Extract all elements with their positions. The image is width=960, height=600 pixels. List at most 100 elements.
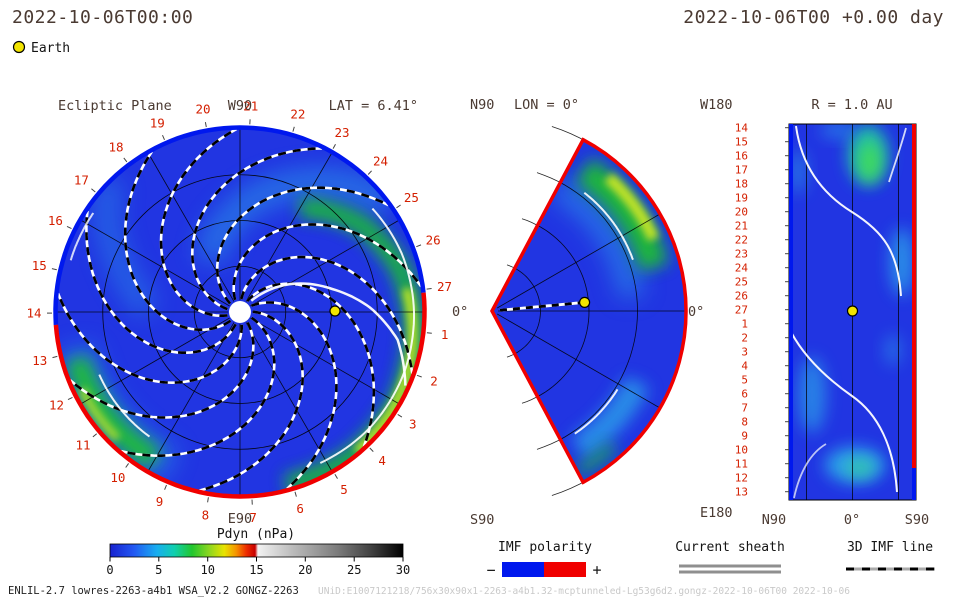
current-sheet-lines [69, 207, 415, 464]
x-axis-n90-label: N90 [762, 512, 786, 528]
date-tick [52, 355, 58, 359]
day-row-label: 15 [735, 136, 748, 149]
day-row-label: 20 [735, 206, 748, 219]
current-sheet-line [69, 212, 95, 261]
day-row-label: 22 [735, 234, 748, 247]
day-row-label: 26 [735, 290, 748, 303]
colorbar-tick-label: 25 [347, 563, 361, 577]
date-tick [294, 491, 297, 497]
imf-line-3d [246, 282, 376, 448]
x-axis-zero-label: 0° [844, 512, 860, 528]
earth-legend-label: Earth [31, 41, 70, 56]
day-row-label: 8 [741, 416, 748, 429]
imf-line-3d [216, 186, 390, 305]
e180-label: E180 [700, 505, 733, 521]
colorbar-group: Pdyn (nPa) 0 5 10 15 20 25 30 [106, 527, 410, 577]
day-row-label: 25 [735, 276, 748, 289]
date-ring-label: 26 [426, 233, 441, 248]
imf-negative-swatch [502, 562, 544, 577]
radial-map-boundary [788, 123, 917, 501]
date-ring-label: 9 [156, 494, 164, 509]
day-row-label: 19 [735, 192, 748, 205]
imf-line-3d [85, 210, 237, 354]
colorbar-ticks: 0 5 10 15 20 25 30 [106, 557, 410, 577]
date-ring-label: 24 [373, 154, 388, 169]
date-tick [334, 474, 338, 479]
date-ring-label: 12 [49, 398, 64, 413]
earth-legend-marker [12, 40, 26, 54]
day-row-label: 1 [741, 318, 748, 331]
imf-polarity-legend: IMF polarity − + [486, 540, 601, 579]
grid-radial [245, 322, 332, 471]
lat-label: LAT = 6.41° [329, 98, 418, 114]
pressure-patch [789, 150, 807, 194]
w90-label: W90 [228, 98, 252, 114]
day-row-label: 23 [735, 248, 748, 261]
ecliptic-title: Ecliptic Plane [58, 98, 172, 114]
date-ring-label: 25 [404, 190, 419, 205]
date-tick [416, 374, 422, 378]
imf-negative-sign: − [486, 561, 495, 579]
boundary-imf-positive [490, 137, 688, 485]
cir-band [65, 355, 162, 470]
current-sheet-line [793, 443, 827, 499]
pressure-patch [846, 459, 874, 477]
day-row-label: 10 [735, 444, 748, 457]
colorbar-tick-label: 15 [249, 563, 263, 577]
date-tick [332, 144, 336, 149]
meridional-title: LON = 0° [514, 97, 579, 113]
datetime-forecast: 2022-10-06T00 +0.00 day [683, 7, 944, 28]
sun-earth-line [499, 301, 580, 312]
grid-radial [148, 322, 235, 471]
grid-radial [497, 313, 661, 409]
day-row-label: 14 [735, 122, 749, 135]
imf-line-3d [199, 310, 305, 492]
imf-line-3d [190, 147, 323, 311]
day-row-label: 4 [741, 360, 748, 373]
date-ring-label: 11 [75, 438, 90, 453]
date-tick [66, 225, 72, 230]
date-tick [369, 447, 374, 452]
date-tick [92, 433, 98, 438]
grid-radial [497, 213, 661, 309]
day-row-label: 11 [735, 458, 748, 471]
colorbar-tick-label: 5 [155, 563, 162, 577]
day-row-label: 27 [735, 304, 748, 317]
pressure-patch [820, 124, 856, 138]
imf-line-3d [232, 223, 423, 301]
current-sheet-line [795, 125, 902, 297]
date-tick [91, 188, 96, 193]
cir-band [574, 441, 618, 478]
date-ring-label: 19 [150, 116, 165, 131]
cir-core [604, 172, 660, 242]
date-ring-label: 15 [32, 258, 47, 273]
boundary-imf-negative [53, 125, 426, 325]
current-sheet-line [888, 127, 907, 183]
meridional-overlays [499, 192, 634, 435]
stream-band [551, 176, 644, 298]
pressure-patch [884, 334, 902, 366]
x-axis-s90-label: S90 [905, 512, 929, 528]
colorbar-title: Pdyn (nPa) [217, 527, 295, 542]
day-row-label: 2 [741, 332, 748, 345]
date-ring-label: 5 [340, 482, 348, 497]
date-tick [51, 268, 57, 271]
radial-map-current-sheet [790, 125, 907, 499]
date-tick [396, 204, 401, 209]
datetime-current: 2022-10-06T00:00 [12, 7, 193, 28]
colorbar-tick-label: 0 [106, 563, 113, 577]
imf-positive-swatch [544, 562, 586, 577]
model-version-text: ENLIL-2.7 lowres-2263-a4b1 WSA_V2.2 GONG… [8, 585, 299, 597]
pressure-patch [798, 357, 826, 433]
n90-label: N90 [470, 97, 494, 113]
imf-line-3d [120, 316, 276, 458]
date-ring-label: 22 [290, 107, 305, 122]
date-tick [162, 135, 165, 140]
imf-positive-sign: + [592, 561, 601, 579]
day-row-axis: 1415161718192021222324252627123456789101… [735, 122, 789, 499]
date-ring-label: 4 [378, 453, 386, 468]
date-ring-label: 3 [409, 416, 417, 431]
day-row-label: 21 [735, 220, 748, 233]
